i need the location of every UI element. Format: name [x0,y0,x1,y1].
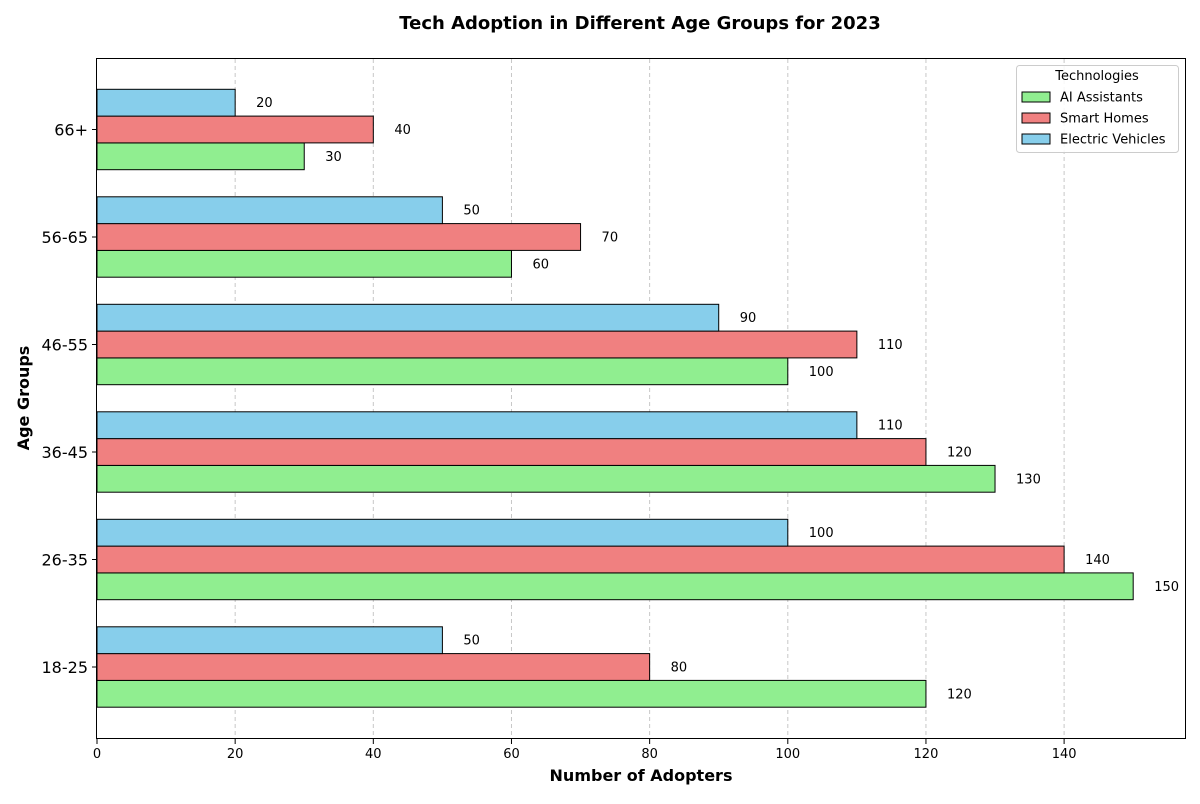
x-tick-label: 60 [503,747,520,762]
x-axis-ticks: 0 20 40 60 80 100 120 140 [93,739,1077,762]
data-label: 100 [809,365,834,380]
data-label: 30 [325,150,342,165]
x-tick-label: 20 [227,747,244,762]
x-tick-label: 0 [93,747,101,762]
data-label: 20 [256,96,273,111]
data-label: 40 [394,123,411,138]
x-tick-label: 40 [365,747,382,762]
data-labels-group: 120 150 130 100 60 30 80 140 120 110 70 40 50 100 110 9… [256,96,1179,702]
legend-box [1016,65,1179,153]
plot-frame [96,58,1186,739]
x-tick-label: 120 [914,747,939,762]
legend-label: Electric Vehicles [1060,133,1166,148]
bars-group [96,88,1134,708]
legend-label: Smart Homes [1060,112,1149,127]
x-tick-label: 140 [1052,747,1077,762]
y-tick-label: 36-45 [42,443,89,462]
bar [96,518,789,547]
x-tick-label: 80 [641,747,658,762]
y-tick-label: 56-65 [42,228,89,247]
bar [96,438,927,466]
data-label: 70 [602,231,619,246]
y-axis-ticks: 18-25 26-35 36-45 46-55 56-65 66+ [42,121,97,677]
bar [96,142,305,171]
legend-swatch [1021,133,1051,145]
bar [96,653,651,681]
legend-swatch [1021,91,1051,103]
x-tick-label: 100 [775,747,800,762]
legend-label: AI Assistants [1060,91,1143,106]
data-label: 130 [1016,472,1041,487]
bar [96,330,858,359]
bar [96,626,443,655]
x-axis-label: Number of Adopters [550,766,733,785]
data-label: 60 [532,257,549,272]
data-label: 100 [809,526,834,541]
bar [96,88,236,117]
legend-items: AI Assistants Smart Homes Electric Vehicle… [1021,91,1166,148]
bar [96,464,996,493]
y-tick-label: 26-35 [42,551,89,570]
legend-title: Technologies [1054,69,1139,84]
data-label: 120 [947,687,972,702]
bar [96,196,443,225]
bar [96,545,1065,574]
grid-lines [234,59,1065,739]
bar [96,303,720,332]
legend-swatch [1021,112,1051,124]
data-label: 150 [1154,580,1179,595]
chart-title: Tech Adoption in Different Age Groups fo… [399,13,880,34]
bar [96,249,512,278]
y-axis-label: Age Groups [14,346,33,451]
bar [96,572,1134,601]
data-label: 110 [878,338,903,353]
data-label: 80 [671,661,688,676]
data-label: 120 [947,446,972,461]
data-label: 140 [1085,553,1110,568]
bar [96,357,789,386]
data-label: 50 [463,204,480,219]
bar [96,223,582,251]
data-label: 50 [463,634,480,649]
data-label: 110 [878,419,903,434]
legend: Technologies AI Assistants Smart Homes Ele… [1016,65,1179,153]
y-tick-label: 18-25 [42,658,89,677]
data-label: 90 [740,311,757,326]
bar [96,679,927,708]
bar [96,411,858,440]
y-tick-label: 46-55 [42,336,89,355]
y-tick-label: 66+ [54,121,88,140]
bar [96,115,374,144]
